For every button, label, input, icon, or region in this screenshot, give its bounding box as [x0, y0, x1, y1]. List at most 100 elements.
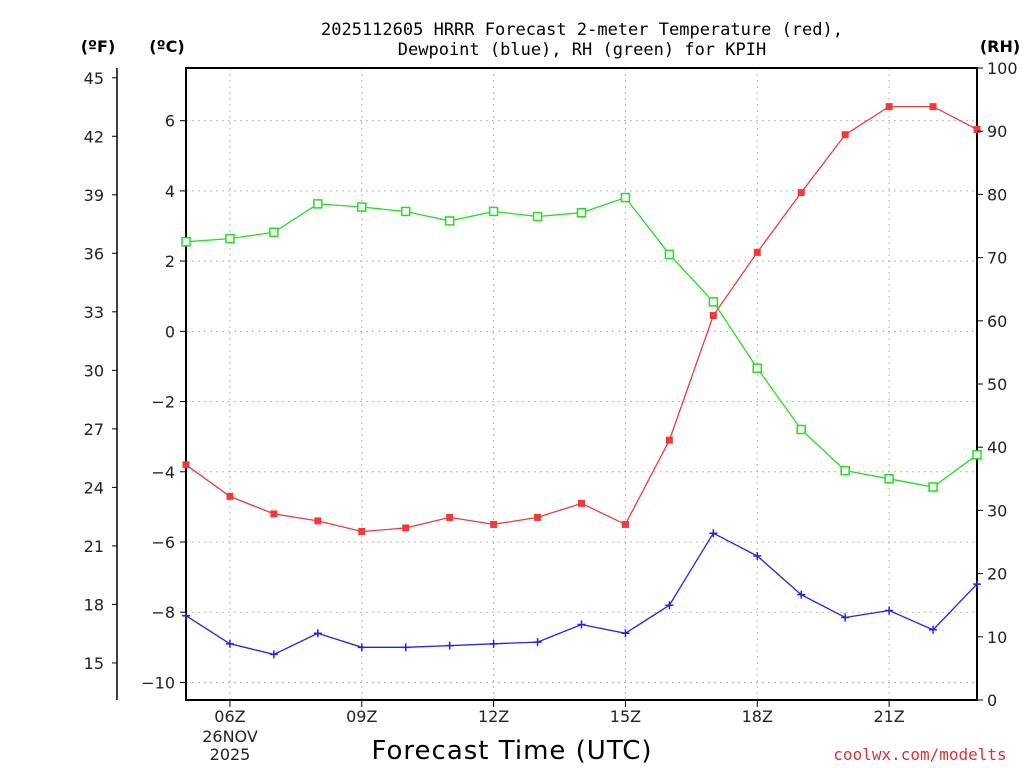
- rh-tick-label: 20: [987, 565, 1007, 584]
- data-series: [181, 103, 982, 659]
- rh-point: [840, 465, 850, 476]
- 2-meter-temperature-point: [314, 517, 322, 525]
- rh-tick-label: 100: [987, 59, 1018, 78]
- celsius-tick-label: 2: [165, 252, 175, 271]
- dewpoint-point: [753, 552, 762, 561]
- rh-point: [444, 216, 455, 226]
- chart-title-line-1: 2025112605 HRRR Forecast 2-meter Tempera…: [321, 20, 843, 40]
- celsius-tick-label: −8: [151, 603, 175, 622]
- 2-meter-temperature-point: [665, 436, 673, 444]
- rh-point: [269, 227, 279, 238]
- rh-tick-label: 40: [987, 438, 1007, 457]
- fahrenheit-tick-label: 24: [84, 478, 104, 497]
- dewpoint-point: [489, 639, 498, 648]
- x-tick-label: 21Z: [873, 707, 904, 726]
- 2-meter-temperature-point: [753, 248, 761, 256]
- date-label-year: 2025: [210, 745, 251, 764]
- source-credit: coolwx.com/modelts: [833, 745, 1006, 764]
- rh-tick-label: 30: [987, 501, 1007, 520]
- 2-meter-temperature-point: [226, 492, 234, 500]
- fahrenheit-tick-label: 30: [84, 361, 104, 380]
- x-tick-label: 06Z: [214, 707, 245, 726]
- rh-point: [928, 482, 938, 492]
- fahrenheit-tick-label: 27: [84, 420, 104, 439]
- x-tick-label: 18Z: [742, 707, 773, 726]
- 2-meter-temperature-point: [841, 131, 849, 139]
- rh-tick-label: 70: [987, 249, 1007, 268]
- rh-unit-label: (RH): [980, 37, 1020, 56]
- rh-point: [664, 249, 675, 260]
- 2-meter-temperature-point: [534, 513, 542, 521]
- fahrenheit-tick-label: 39: [84, 186, 104, 205]
- celsius-tick-label: 6: [165, 112, 175, 131]
- rh-line: [185, 196, 978, 488]
- dewpoint-point: [445, 641, 454, 650]
- 2-meter-temperature-point: [709, 312, 717, 320]
- celsius-unit-label: (ºC): [149, 37, 184, 56]
- celsius-tick-label: −6: [151, 533, 175, 552]
- dewpoint-point: [577, 620, 586, 629]
- rh-point: [576, 207, 587, 218]
- celsius-tick-label: 4: [165, 182, 175, 201]
- rh-point: [313, 199, 323, 209]
- dewpoint-point: [533, 638, 542, 647]
- dewpoint-point: [797, 590, 806, 599]
- dewpoint-point: [665, 601, 674, 610]
- 2-meter-temperature-point: [446, 513, 454, 521]
- 2-meter-temperature-point: [182, 461, 190, 469]
- x-axis-title: Forecast Time (UTC): [371, 736, 652, 766]
- rh-point: [620, 192, 631, 203]
- fahrenheit-unit-label: (ºF): [81, 37, 116, 56]
- celsius-tick-label: −2: [151, 393, 175, 412]
- chart-title-line-2: Dewpoint (blue), RH (green) for KPIH: [398, 40, 766, 60]
- x-tick-label: 09Z: [346, 707, 377, 726]
- dewpoint-point: [973, 580, 981, 589]
- 2-meter-temperature-point: [973, 125, 981, 133]
- rh-tick-label: 50: [987, 375, 1007, 394]
- dewpoint-point: [621, 629, 630, 638]
- 2-meter-temperature-point: [358, 527, 366, 535]
- plot-frame: [185, 67, 978, 701]
- dewpoint-point: [885, 606, 894, 615]
- rh-tick-label: 10: [987, 628, 1007, 647]
- rh-point: [796, 424, 806, 435]
- x-tick-label: 12Z: [478, 707, 509, 726]
- 2-meter-temperature-point: [885, 103, 893, 111]
- rh-tick-label: 60: [987, 312, 1007, 331]
- 2-meter-temperature-point: [621, 520, 629, 528]
- x-tick-label: 15Z: [610, 707, 641, 726]
- dewpoint-point: [401, 643, 410, 652]
- dewpoint-point: [929, 625, 938, 634]
- celsius-tick-label: −4: [151, 463, 175, 482]
- rh-point: [972, 450, 982, 460]
- 2-meter-temperature-line: [185, 105, 978, 533]
- fahrenheit-tick-label: 18: [84, 595, 104, 614]
- dewpoint-point: [841, 613, 850, 622]
- rh-point: [532, 211, 543, 222]
- celsius-tick-label: −10: [141, 673, 175, 692]
- dewpoint-line: [185, 532, 978, 656]
- rh-point: [181, 237, 191, 247]
- date-label-day: 26NOV: [202, 727, 258, 746]
- grid-lines: [186, 68, 977, 700]
- rh-tick-label: 0: [987, 691, 997, 710]
- dewpoint-point: [357, 643, 366, 652]
- dewpoint-point: [313, 629, 322, 638]
- 2-meter-temperature-point: [578, 499, 585, 507]
- 2-meter-temperature-point: [929, 103, 937, 111]
- axis-ticks: 06Z 09Z 12Z 15Z 18Z 21Z6420−2−4−6−8−104542393…: [84, 59, 1018, 726]
- fahrenheit-tick-label: 36: [84, 244, 104, 263]
- dewpoint-point: [709, 529, 718, 538]
- fahrenheit-tick-label: 45: [84, 69, 104, 88]
- dewpoint-point: [269, 650, 278, 659]
- 2-meter-temperature-point: [797, 189, 805, 197]
- rh-tick-label: 80: [987, 185, 1007, 204]
- 2-meter-temperature-point: [402, 524, 410, 532]
- fahrenheit-tick-label: 42: [84, 127, 104, 146]
- dewpoint-point: [182, 611, 190, 620]
- dewpoint-point: [225, 639, 234, 648]
- celsius-tick-label: 0: [165, 322, 175, 341]
- rh-point: [357, 202, 367, 212]
- rh-tick-label: 90: [987, 122, 1007, 141]
